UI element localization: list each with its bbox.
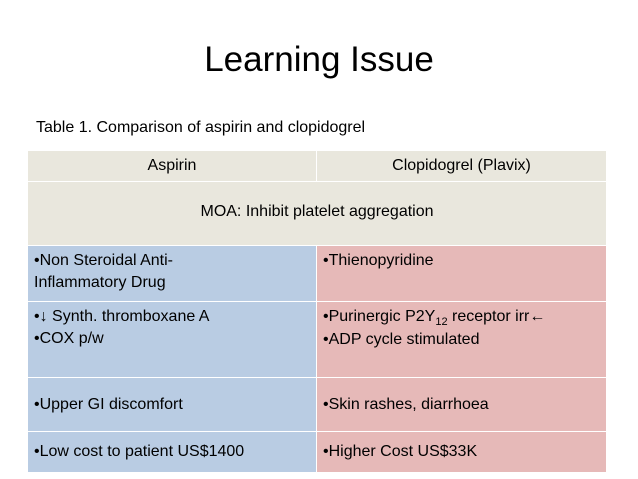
cell-line: •Purinergic P2Y12 receptor irr← <box>323 306 600 329</box>
aspirin-cost-cell: •Low cost to patient US$1400 <box>27 431 317 473</box>
comparison-table: Aspirin Clopidogrel (Plavix) MOA: Inhibi… <box>27 150 607 473</box>
slide-title: Learning Issue <box>204 40 434 79</box>
header-clopidogrel: Clopidogrel (Plavix) <box>316 150 607 182</box>
cell-line: •Non Steroidal Anti- <box>34 252 174 269</box>
cell-line: Inflammatory Drug <box>34 274 166 291</box>
clopidogrel-mechanism-cell: •Purinergic P2Y12 receptor irr← •ADP cyc… <box>316 301 607 378</box>
moa-row: MOA: Inhibit platelet aggregation <box>27 181 607 246</box>
clopidogrel-side-effect-cell: •Skin rashes, diarrhoea <box>316 377 607 432</box>
header-aspirin: Aspirin <box>27 150 317 182</box>
cell-line: •Upper GI discomfort <box>34 395 183 413</box>
clopidogrel-cost-cell: •Higher Cost US$33K <box>316 431 607 473</box>
table-row: •Low cost to patient US$1400 •Higher Cos… <box>27 431 607 473</box>
receptor-text-post: receptor irr← <box>447 308 546 325</box>
table-header-row: Aspirin Clopidogrel (Plavix) <box>27 150 607 182</box>
aspirin-side-effect-cell: •Upper GI discomfort <box>27 377 317 432</box>
aspirin-mechanism-cell: •↓ Synth. thromboxane A •COX p/w <box>27 301 317 378</box>
cell-line: •COX p/w <box>34 330 104 347</box>
clopidogrel-drug-class-cell: •Thienopyridine <box>316 245 607 302</box>
table-row: •Non Steroidal Anti- Inflammatory Drug •… <box>27 245 607 302</box>
moa-cell: MOA: Inhibit platelet aggregation <box>27 181 607 246</box>
cell-line: •Low cost to patient US$1400 <box>34 443 245 460</box>
receptor-subscript: 12 <box>435 316 448 328</box>
table-row: •Upper GI discomfort •Skin rashes, diarr… <box>27 377 607 432</box>
cell-line: •↓ Synth. thromboxane A <box>34 308 210 325</box>
table-caption: Table 1. Comparison of aspirin and clopi… <box>36 119 366 136</box>
table-row: •↓ Synth. thromboxane A •COX p/w •Purine… <box>27 301 607 378</box>
receptor-text-pre: •Purinergic P2Y <box>323 308 436 325</box>
cell-line: •ADP cycle stimulated <box>323 331 480 348</box>
cell-line: •Skin rashes, diarrhoea <box>323 395 489 413</box>
cell-line: •Higher Cost US$33K <box>323 443 478 460</box>
aspirin-drug-class-cell: •Non Steroidal Anti- Inflammatory Drug <box>27 245 317 302</box>
cell-line: •Thienopyridine <box>323 252 434 269</box>
